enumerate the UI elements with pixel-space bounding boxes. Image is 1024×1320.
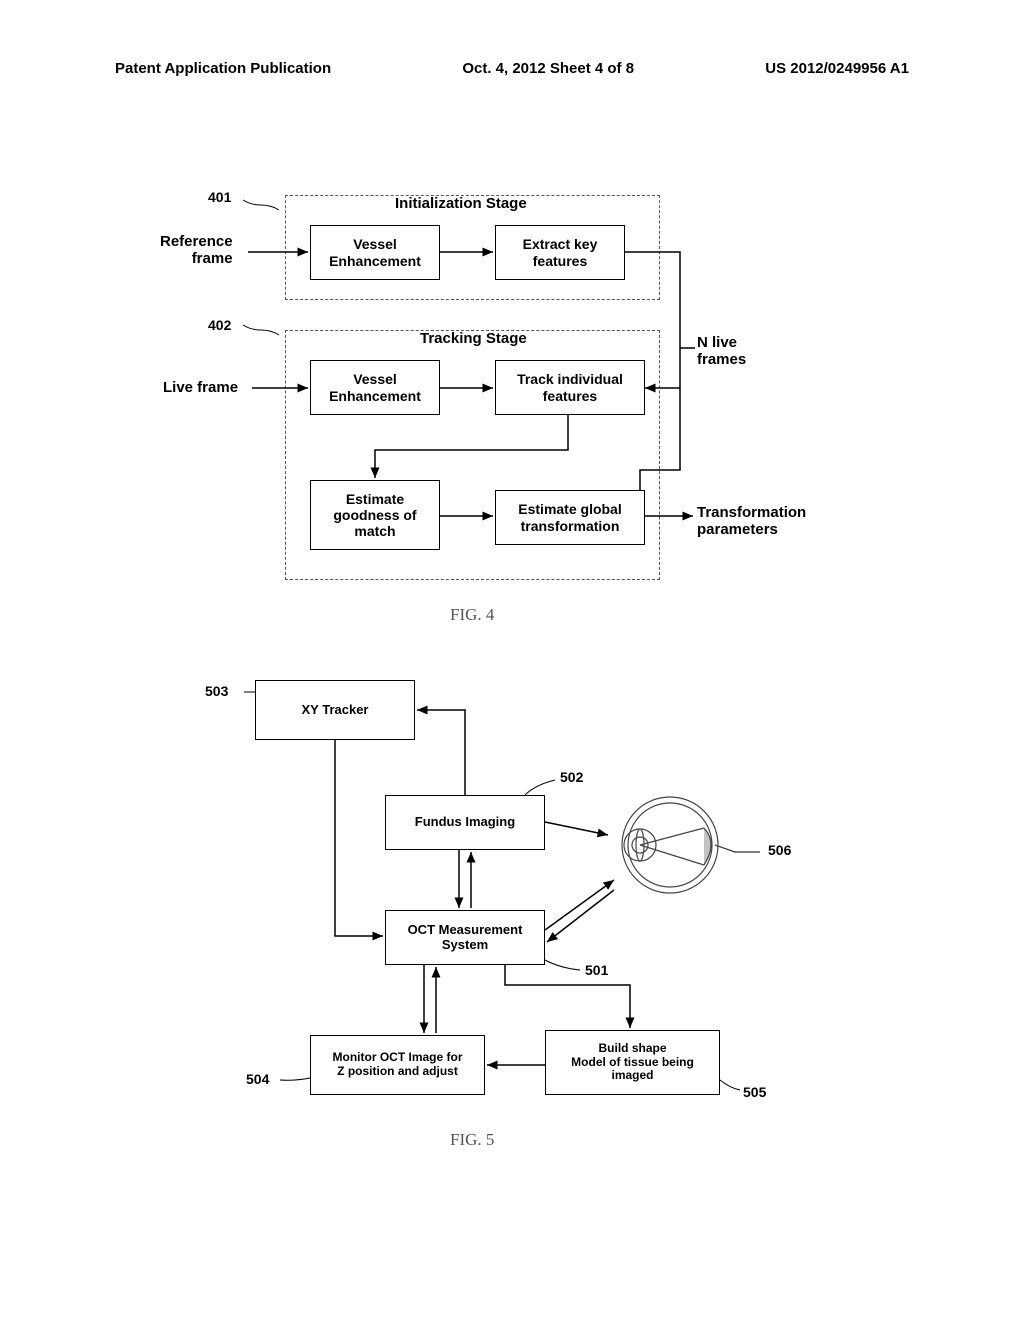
header-left: Patent Application Publication <box>115 60 331 77</box>
ref-505: 505 <box>743 1085 766 1100</box>
tracking-stage-title: Tracking Stage <box>420 331 527 348</box>
fundus-label: Fundus Imaging <box>415 815 515 830</box>
est-goodness: Estimategoodness ofmatch <box>310 480 440 550</box>
init-extract-key: Extract keyfeatures <box>495 225 625 280</box>
ref-402: 402 <box>208 318 231 333</box>
fundus-box: Fundus Imaging <box>385 795 545 850</box>
tracking-vessel-enh: VesselEnhancement <box>310 360 440 415</box>
reference-frame-label: Referenceframe <box>160 234 233 267</box>
est-global-label: Estimate globaltransformation <box>518 501 621 533</box>
xy-tracker-label: XY Tracker <box>302 703 369 718</box>
monitor-label: Monitor OCT Image forZ position and adju… <box>333 1051 463 1079</box>
track-features-label: Track individualfeatures <box>517 371 623 403</box>
build-shape-label: Build shapeModel of tissue beingimaged <box>571 1042 694 1083</box>
est-global: Estimate globaltransformation <box>495 490 645 545</box>
oct-measure-label: OCT MeasurementSystem <box>408 923 523 953</box>
track-features: Track individualfeatures <box>495 360 645 415</box>
header-center: Oct. 4, 2012 Sheet 4 of 8 <box>462 60 634 77</box>
xy-tracker-box: XY Tracker <box>255 680 415 740</box>
fig5-caption: FIG. 5 <box>450 1130 494 1150</box>
transform-params-label: Transformationparameters <box>697 505 806 538</box>
ref-501: 501 <box>585 963 608 978</box>
ref-504: 504 <box>246 1072 269 1087</box>
ref-503: 503 <box>205 684 228 699</box>
page-header: Patent Application Publication Oct. 4, 2… <box>0 60 1024 77</box>
oct-measure-box: OCT MeasurementSystem <box>385 910 545 965</box>
fig4-caption: FIG. 4 <box>450 605 494 625</box>
live-frame-label: Live frame <box>163 380 238 397</box>
monitor-box: Monitor OCT Image forZ position and adju… <box>310 1035 485 1095</box>
init-extract-key-label: Extract keyfeatures <box>523 236 598 268</box>
ref-502: 502 <box>560 770 583 785</box>
n-live-frames-label: N liveframes <box>697 335 746 368</box>
tracking-vessel-enh-label: VesselEnhancement <box>329 371 421 403</box>
init-stage-title: Initialization Stage <box>395 196 527 213</box>
est-goodness-label: Estimategoodness ofmatch <box>333 491 416 539</box>
header-right: US 2012/0249956 A1 <box>765 60 909 77</box>
init-vessel-enh: VesselEnhancement <box>310 225 440 280</box>
eye-icon <box>600 790 740 905</box>
ref-506: 506 <box>768 843 791 858</box>
init-vessel-enh-label: VesselEnhancement <box>329 236 421 268</box>
ref-401: 401 <box>208 190 231 205</box>
build-shape-box: Build shapeModel of tissue beingimaged <box>545 1030 720 1095</box>
